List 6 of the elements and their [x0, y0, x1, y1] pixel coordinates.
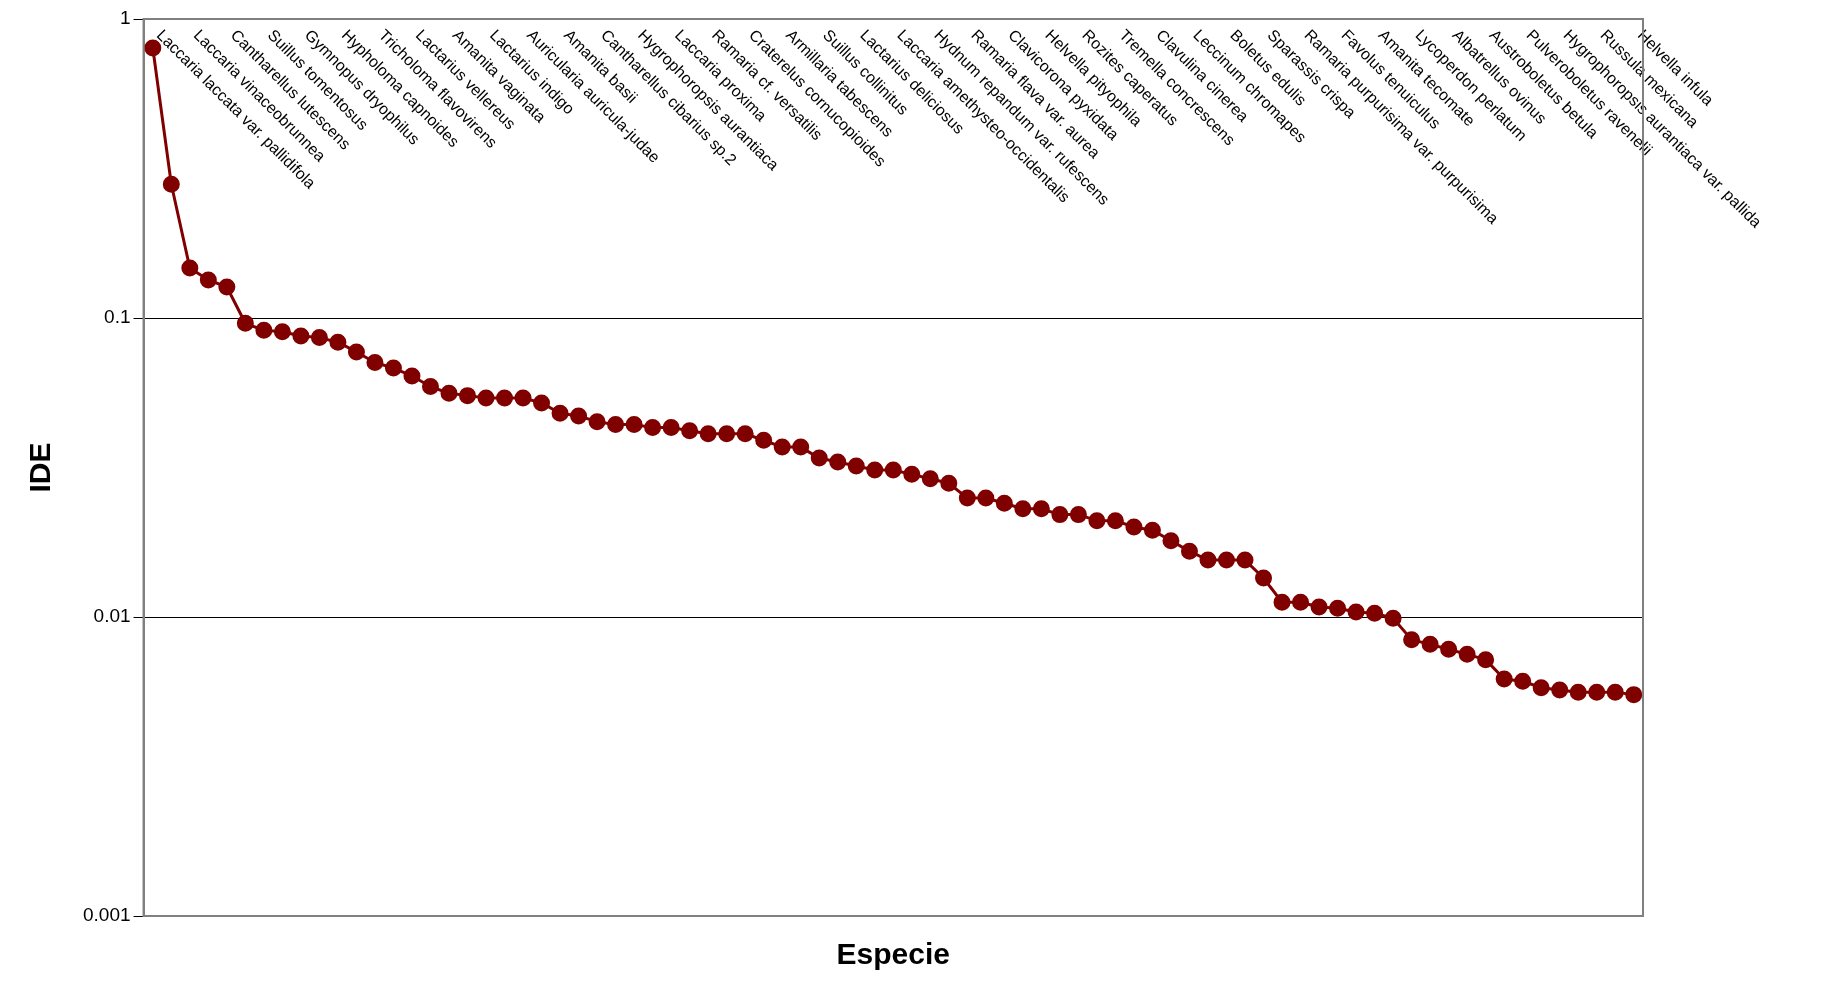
y-tick-label: 0.01 [93, 605, 131, 627]
y-tick-label: 0.001 [83, 904, 131, 926]
x-axis-title: Especie [836, 937, 950, 971]
y-tick-label: 1 [119, 7, 131, 29]
y-tick-label: 0.1 [104, 306, 131, 328]
y-axis-title: IDE [23, 442, 57, 493]
